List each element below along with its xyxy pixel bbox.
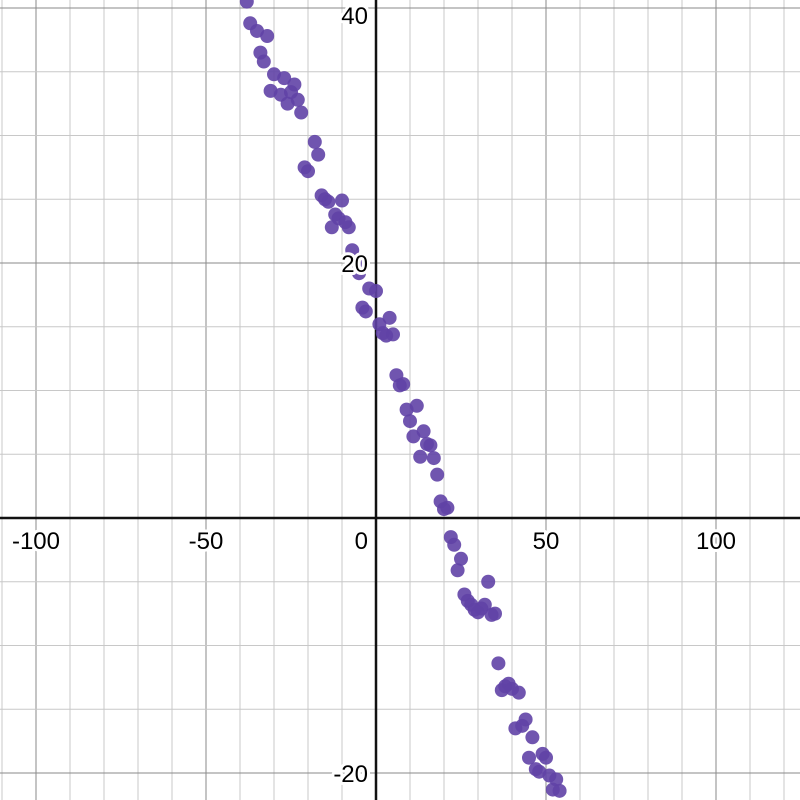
data-point	[549, 772, 564, 787]
data-point	[481, 574, 496, 589]
data-point	[321, 194, 336, 209]
data-point	[416, 424, 431, 439]
data-point	[345, 243, 360, 258]
data-point	[352, 266, 366, 281]
data-point	[491, 656, 506, 671]
data-point	[409, 398, 424, 413]
data-point	[539, 750, 553, 765]
data-point	[454, 551, 468, 566]
tick-labels: -100 -50 0 50 100 40 20 -20	[9, 0, 739, 791]
data-point	[382, 310, 397, 325]
data-point	[277, 71, 292, 86]
data-point	[440, 500, 455, 515]
data-point	[335, 193, 349, 208]
data-point	[307, 134, 322, 149]
data-point	[301, 164, 315, 179]
data-point	[290, 92, 305, 107]
data-point	[369, 284, 383, 299]
y-tick-label: -20	[333, 761, 368, 788]
data-point	[430, 467, 445, 482]
data-point	[511, 685, 526, 700]
data-point	[447, 537, 462, 552]
data-point	[522, 750, 536, 765]
data-point	[450, 563, 465, 578]
data-point	[341, 220, 356, 235]
x-tick-label: 100	[696, 528, 736, 555]
x-tick-label: 50	[533, 528, 560, 555]
data-point	[413, 449, 428, 464]
data-point	[518, 712, 533, 727]
x-tick-label: -100	[12, 528, 60, 555]
y-tick-label: 40	[341, 3, 368, 30]
data-point	[488, 606, 502, 621]
data-point	[311, 147, 326, 162]
data-point	[287, 77, 302, 92]
data-point	[358, 304, 373, 319]
x-tick-label: -50	[189, 528, 224, 555]
data-points	[239, 0, 567, 798]
data-point	[552, 783, 567, 798]
data-point	[239, 0, 254, 9]
data-point	[403, 414, 417, 429]
data-point	[477, 597, 492, 612]
data-point	[260, 29, 275, 44]
data-point	[294, 105, 309, 120]
data-point	[396, 377, 411, 392]
y-tick-label: 20	[341, 251, 368, 278]
data-point	[426, 451, 441, 466]
data-point	[525, 730, 540, 745]
data-point	[423, 438, 438, 453]
data-point	[386, 327, 400, 342]
x-tick-label: 0	[355, 528, 368, 555]
data-point	[256, 54, 271, 69]
